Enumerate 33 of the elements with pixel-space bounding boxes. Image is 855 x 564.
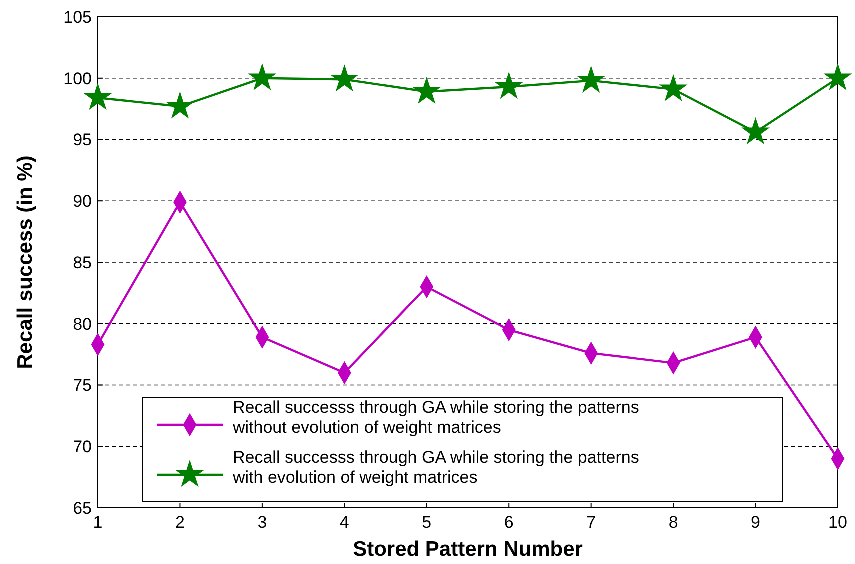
point: [660, 76, 687, 101]
x-tick-label: 5: [422, 513, 432, 532]
y-tick-label: 95: [73, 130, 92, 150]
y-tick-label: 75: [73, 376, 92, 396]
x-tick-label: 9: [751, 513, 761, 532]
x-tick-label: 6: [504, 513, 514, 532]
y-axis-title: Recall success (in %): [14, 156, 37, 370]
point: [742, 118, 769, 144]
point: [84, 84, 112, 110]
point: [331, 66, 358, 91]
y-tick-label: 80: [73, 314, 92, 334]
point: [824, 64, 852, 90]
x-tick-label: 1: [93, 513, 103, 532]
y-tick-label: 105: [64, 8, 92, 27]
y-tick-label: 90: [73, 192, 92, 212]
point: [578, 66, 605, 92]
legend-label: Recall successs through GA while storing the patterns with evolution of weight matrices: [232, 448, 640, 487]
x-tick-label: 2: [175, 513, 185, 532]
x-tick-label: 4: [340, 513, 350, 532]
point: [496, 73, 522, 98]
point: [167, 92, 194, 118]
point: [414, 78, 440, 104]
x-axis-title: Stored Pattern Number: [353, 538, 583, 561]
x-tick-label: 10: [828, 513, 848, 532]
point: [249, 64, 276, 90]
y-tick-label: 100: [64, 69, 92, 88]
y-tick-label: 65: [73, 498, 92, 518]
y-tick-label: 70: [73, 438, 92, 457]
y-tick-label: 85: [73, 253, 92, 272]
legend-label: Recall successs through GA while storing the patterns without evolution of weight matrices: [232, 398, 640, 437]
x-tick-label: 7: [586, 513, 596, 532]
x-tick-label: 8: [668, 513, 678, 532]
x-tick-label: 3: [258, 513, 268, 532]
